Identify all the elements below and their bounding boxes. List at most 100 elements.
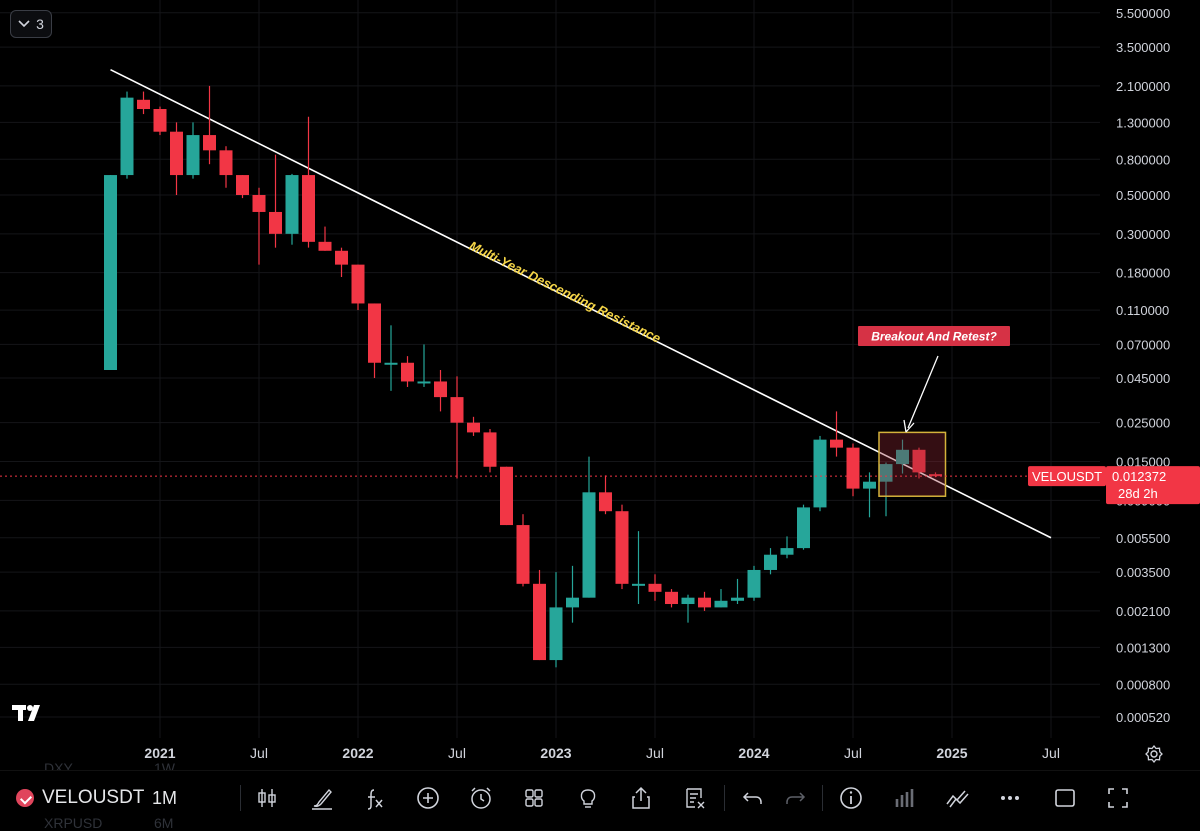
y-tick-label: 3.500000 [1116,40,1170,55]
y-tick-label: 0.300000 [1116,227,1170,242]
candle-body [813,439,827,508]
candle-body [714,600,728,608]
tradingview-logo-icon[interactable] [12,703,48,723]
last-price-tag[interactable] [1106,466,1200,505]
indicator-collapse-button[interactable]: 3 [10,10,52,38]
candle [846,443,860,497]
candle-body [797,507,810,549]
lightbulb-icon[interactable] [574,784,602,812]
y-tick-label: 0.000520 [1116,710,1170,725]
y-tick-label: 0.180000 [1116,266,1170,281]
y-tick-label: 0.070000 [1116,337,1170,352]
interval-button[interactable]: 1M [152,788,178,808]
plus-circle-icon[interactable] [414,784,442,812]
brush-icon[interactable] [308,784,336,812]
candle-body [929,474,942,477]
trendline-label: Multi-Year Descending Resistance [467,238,663,346]
x-tick-label: 2025 [936,745,967,761]
candle-body [863,481,876,489]
candle-body [120,97,134,176]
candle-body [219,150,233,176]
bars-icon[interactable] [890,784,918,812]
candle-body [632,583,645,586]
candle [450,376,464,479]
y-tick-label: 0.800000 [1116,152,1170,167]
bar-countdown: 28d 2h [1118,486,1158,501]
symbol-tag-label: VELOUSDT [1032,469,1102,484]
y-tick-label: 0.000800 [1116,677,1170,692]
indicator-count: 3 [36,16,44,32]
candle [483,429,497,473]
y-tick-label: 0.003500 [1116,565,1170,580]
candle [236,175,249,199]
redo-icon[interactable] [781,784,809,812]
toolbar-divider [822,785,823,811]
candle [170,122,183,195]
symbol-label: VELOUSDT [42,787,145,808]
candle-body [648,583,662,592]
candle-body [582,492,596,598]
undo-icon[interactable] [739,784,767,812]
candle-body [137,99,150,110]
candle [285,173,299,245]
square-icon[interactable] [1051,784,1079,812]
candle [203,85,216,165]
candle-body [417,381,431,384]
symbol-selector[interactable]: VELOUSDT [16,787,144,809]
candle-body [104,175,117,370]
candle [747,565,761,601]
candle-body [203,135,216,151]
replay-icon[interactable] [943,784,971,812]
gear-icon[interactable] [1144,744,1164,764]
candle-body [533,583,546,661]
candle [912,447,926,479]
candle [599,475,612,515]
annotation-text: Breakout And Retest? [871,330,997,344]
watchlist-icon[interactable] [681,784,709,812]
price-chart[interactable]: Multi-Year Descending Resistance Breakou… [0,0,1200,770]
annotation-arrow [907,355,939,429]
more-icon[interactable] [996,784,1024,812]
candle [549,572,563,668]
candle [186,122,200,179]
candle-body [698,597,711,608]
y-tick-label: 1.300000 [1116,115,1170,130]
x-tick-label: 2021 [144,745,175,761]
candle [252,187,266,265]
candle-body [830,439,843,448]
candle-body [731,597,744,601]
candle-body [186,135,200,176]
info-icon[interactable] [837,784,865,812]
candle-body [170,131,183,176]
candle [731,578,744,605]
candle-body [599,492,612,512]
candle-body [483,432,497,467]
y-tick-label: 0.045000 [1116,371,1170,386]
candle [698,591,711,611]
candle [401,356,414,387]
candles-icon[interactable] [253,784,281,812]
fullscreen-icon[interactable] [1104,784,1132,812]
fx-icon[interactable] [361,784,389,812]
y-tick-label: 0.025000 [1116,416,1170,431]
candle [434,370,447,412]
candle [665,589,678,608]
chevron-down-icon [18,20,30,28]
time-axis[interactable]: 2021 Jul 2022 Jul 2023 Jul 2024 Jul 2025 Jul [144,745,1060,761]
alarm-icon[interactable] [467,784,495,812]
candle-body [912,449,926,473]
candle-body [285,175,299,234]
candle [830,411,843,457]
trendline [110,68,1052,539]
x-tick-label: Jul [844,745,862,761]
candle-body [401,362,414,382]
y-tick-label: 0.002100 [1116,604,1170,619]
symbol-price-tag[interactable] [1028,466,1106,487]
grid-icon[interactable] [520,784,548,812]
share-icon[interactable] [627,784,655,812]
y-tick-label: 0.500000 [1116,188,1170,203]
price-axis[interactable]: 5.500000 3.500000 2.100000 1.300000 0.800000… [1028,6,1200,725]
candle [269,154,282,248]
candle-body [318,241,332,251]
candle [368,303,381,379]
